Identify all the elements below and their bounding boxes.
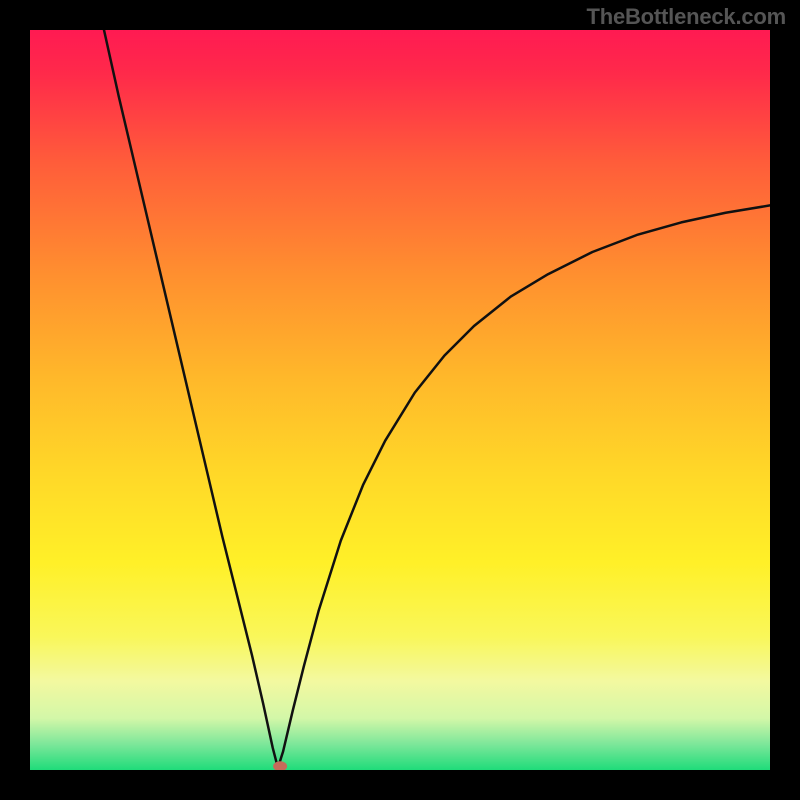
chart-frame: TheBottleneck.com	[0, 0, 800, 800]
plot-background	[30, 30, 770, 770]
plot-svg	[30, 30, 770, 770]
watermark-text: TheBottleneck.com	[586, 4, 786, 30]
bottleneck-plot	[30, 30, 770, 770]
